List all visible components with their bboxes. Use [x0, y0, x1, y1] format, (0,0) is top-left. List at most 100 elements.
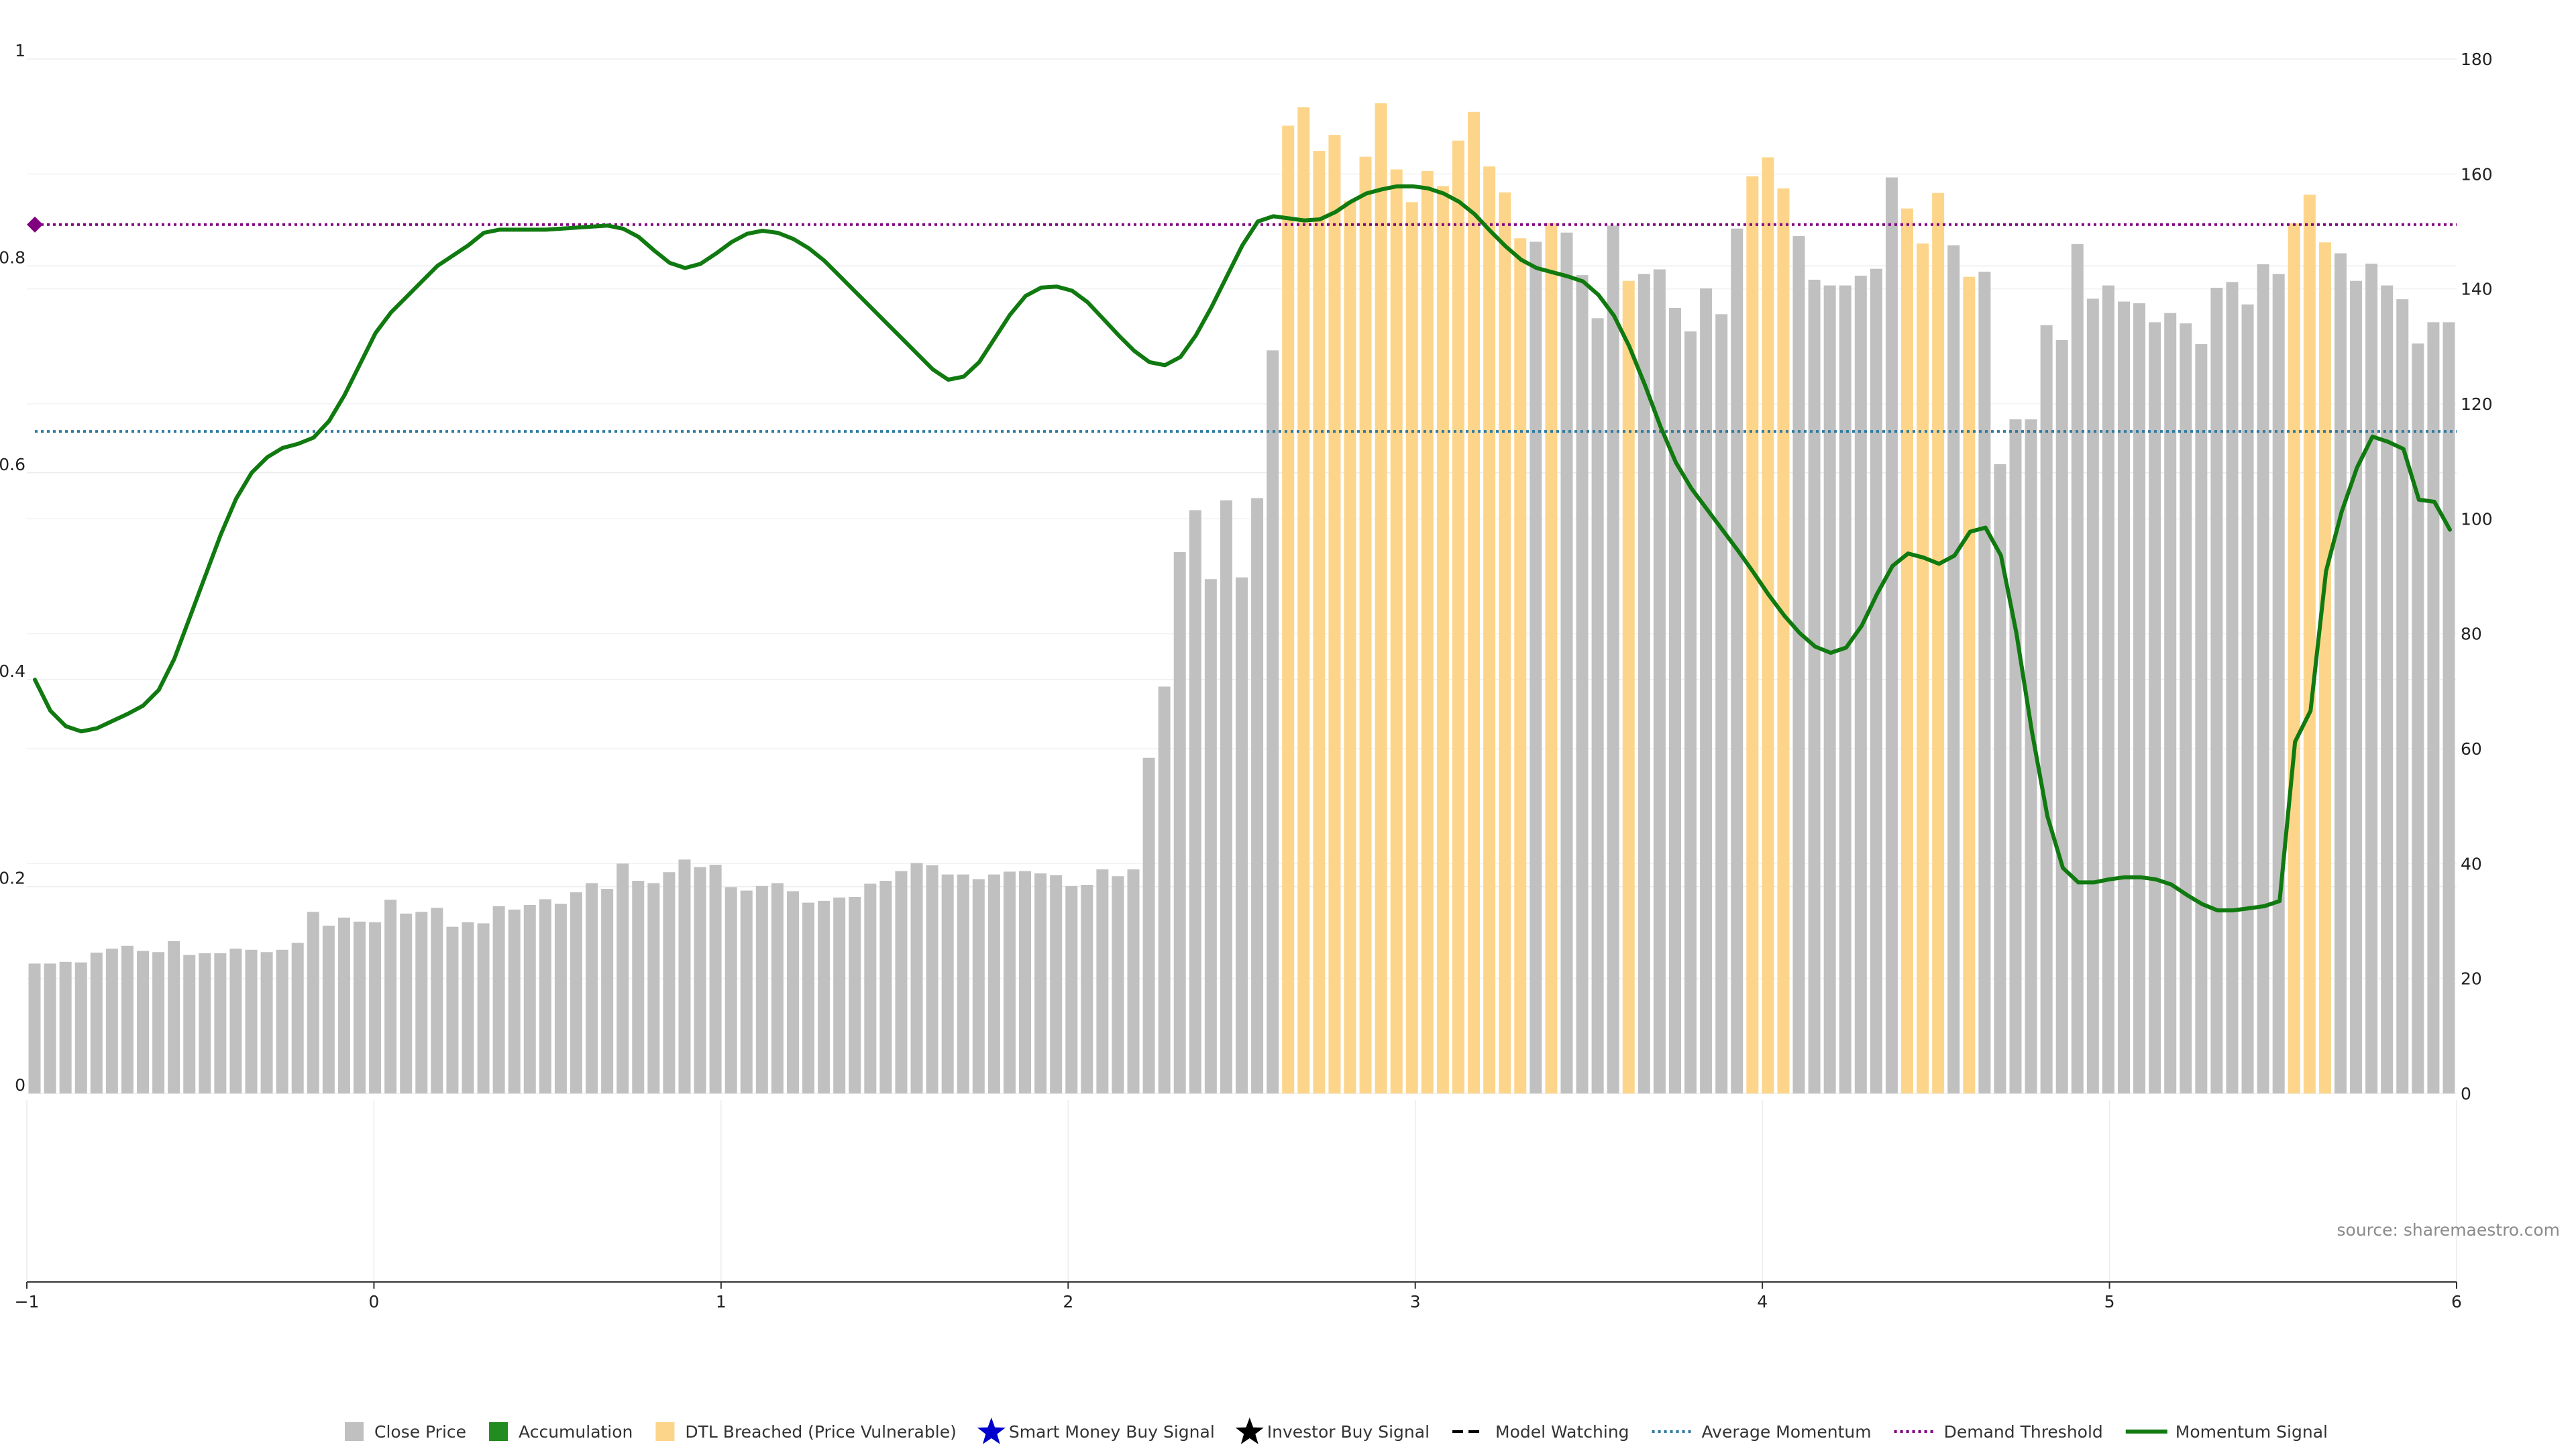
close-price-bar: [260, 952, 273, 1093]
legend-swatch: [655, 1422, 675, 1441]
legend-label: DTL Breached (Price Vulnerable): [685, 1422, 956, 1442]
right-axis-tick-label: 60: [2461, 739, 2482, 759]
close-price-bar: [1576, 275, 1589, 1093]
dtl-breached-bar: [2288, 223, 2300, 1094]
close-price-bar: [1267, 350, 1279, 1093]
close-price-bar: [2350, 280, 2363, 1093]
close-price-bar: [1684, 331, 1697, 1093]
close-price-bar: [1792, 235, 1805, 1094]
legend-label: Momentum Signal: [2176, 1422, 2328, 1442]
close-price-bar: [214, 953, 227, 1093]
dtl-breached-bar: [1901, 208, 1914, 1093]
close-price-bar: [2257, 264, 2269, 1094]
legend-label: Accumulation: [519, 1422, 633, 1442]
right-axis-tick-label: 160: [2461, 164, 2493, 184]
left-axis-tick-label: 0.6: [0, 455, 25, 474]
close-price-bar: [369, 922, 382, 1093]
close-price-bar: [354, 921, 366, 1093]
reference-lines: [27, 216, 2457, 433]
bottom-axis-tick-label: 0: [368, 1292, 379, 1311]
close-price-bar: [755, 885, 768, 1093]
close-price-bar: [2412, 343, 2424, 1093]
close-price-bar: [972, 879, 985, 1093]
close-price-bar: [833, 897, 846, 1093]
dtl-breached-bar: [1452, 140, 1464, 1093]
close-price-bar: [1607, 225, 1619, 1093]
close-price-bar: [523, 905, 536, 1093]
close-price-bar: [1591, 318, 1604, 1093]
bottom-axis-tick-label: 5: [2104, 1292, 2115, 1311]
right-axis-tick-label: 120: [2461, 394, 2493, 414]
close-price-bar: [1081, 885, 1093, 1093]
close-price-bar: [1220, 500, 1232, 1093]
legend-label: Close Price: [374, 1422, 466, 1442]
close-price-bar: [1870, 268, 1882, 1093]
close-price-bar: [1668, 307, 1681, 1094]
demand-threshold-marker: [27, 216, 43, 233]
close-price-bar: [1560, 232, 1573, 1093]
close-price-bar: [168, 941, 180, 1093]
close-price-bar: [740, 890, 753, 1093]
close-price-bar: [462, 922, 474, 1093]
close-price-bars: [28, 103, 2455, 1094]
close-price-bar: [199, 953, 211, 1093]
close-price-bar: [400, 913, 413, 1093]
left-axis-tick-label: 1: [15, 41, 25, 60]
right-axis-tick-label: 100: [2461, 509, 2493, 529]
legend-swatch: [489, 1422, 508, 1441]
legend-label: Investor Buy Signal: [1267, 1422, 1430, 1442]
close-price-bar: [1204, 579, 1217, 1093]
close-price-bar: [1251, 498, 1264, 1093]
close-price-bar: [1715, 314, 1728, 1093]
close-price-bar: [895, 871, 908, 1093]
close-price-bar: [337, 917, 350, 1093]
close-price-bar: [90, 953, 103, 1093]
close-price-bar: [2180, 323, 2192, 1094]
left-axis-tick-label: 0.8: [0, 248, 25, 267]
dtl-breached-bar: [2303, 195, 2316, 1093]
close-price-bar: [105, 949, 118, 1093]
close-price-bar: [1854, 275, 1867, 1093]
bottom-axis-tick-label: 1: [716, 1292, 727, 1311]
close-price-bar: [539, 899, 551, 1093]
close-price-bar: [322, 925, 335, 1093]
right-axis-tick-label: 80: [2461, 625, 2482, 644]
close-price-bar: [1653, 269, 1666, 1093]
close-price-bar: [1994, 464, 2006, 1093]
right-axis-tick-label: 40: [2461, 854, 2482, 873]
legend-swatch: [345, 1422, 364, 1441]
close-price-bar: [1112, 876, 1124, 1093]
bottom-axis-tick-label: 4: [1757, 1292, 1768, 1311]
close-price-bar: [1839, 285, 1851, 1094]
close-price-bar: [2226, 282, 2239, 1093]
close-price-bar: [724, 887, 737, 1093]
close-price-bar: [632, 881, 645, 1093]
dtl-breached-bar: [1359, 156, 1372, 1094]
close-price-bar: [1947, 245, 1960, 1093]
close-price-bar: [2164, 313, 2177, 1093]
dtl-breached-bar: [1932, 193, 1945, 1094]
close-price-bar: [987, 874, 1000, 1093]
right-axis-tick-label: 140: [2461, 280, 2493, 299]
close-price-bar: [2210, 287, 2223, 1093]
dtl-breached-bar: [1436, 186, 1449, 1093]
close-price-bar: [957, 874, 969, 1093]
close-price-bar: [554, 904, 567, 1093]
dtl-breached-bar: [1282, 125, 1295, 1094]
close-price-bar: [2241, 304, 2254, 1094]
dtl-breached-bar: [1468, 111, 1481, 1093]
dtl-breached-bar: [1514, 238, 1527, 1093]
close-price-bar: [1529, 241, 1542, 1093]
close-price-bar: [879, 881, 892, 1093]
close-price-bar: [2040, 325, 2053, 1093]
dtl-breached-bar: [1344, 201, 1356, 1093]
right-axis-tick-label: 20: [2461, 969, 2482, 989]
close-price-bar: [2009, 419, 2022, 1093]
dtl-breached-bar: [1483, 166, 1496, 1094]
close-price-bar: [601, 889, 614, 1093]
close-price-bar: [802, 902, 815, 1093]
momentum-signal-line: [33, 184, 2452, 913]
legend-label: Demand Threshold: [1944, 1422, 2103, 1442]
close-price-bar: [2334, 253, 2347, 1093]
